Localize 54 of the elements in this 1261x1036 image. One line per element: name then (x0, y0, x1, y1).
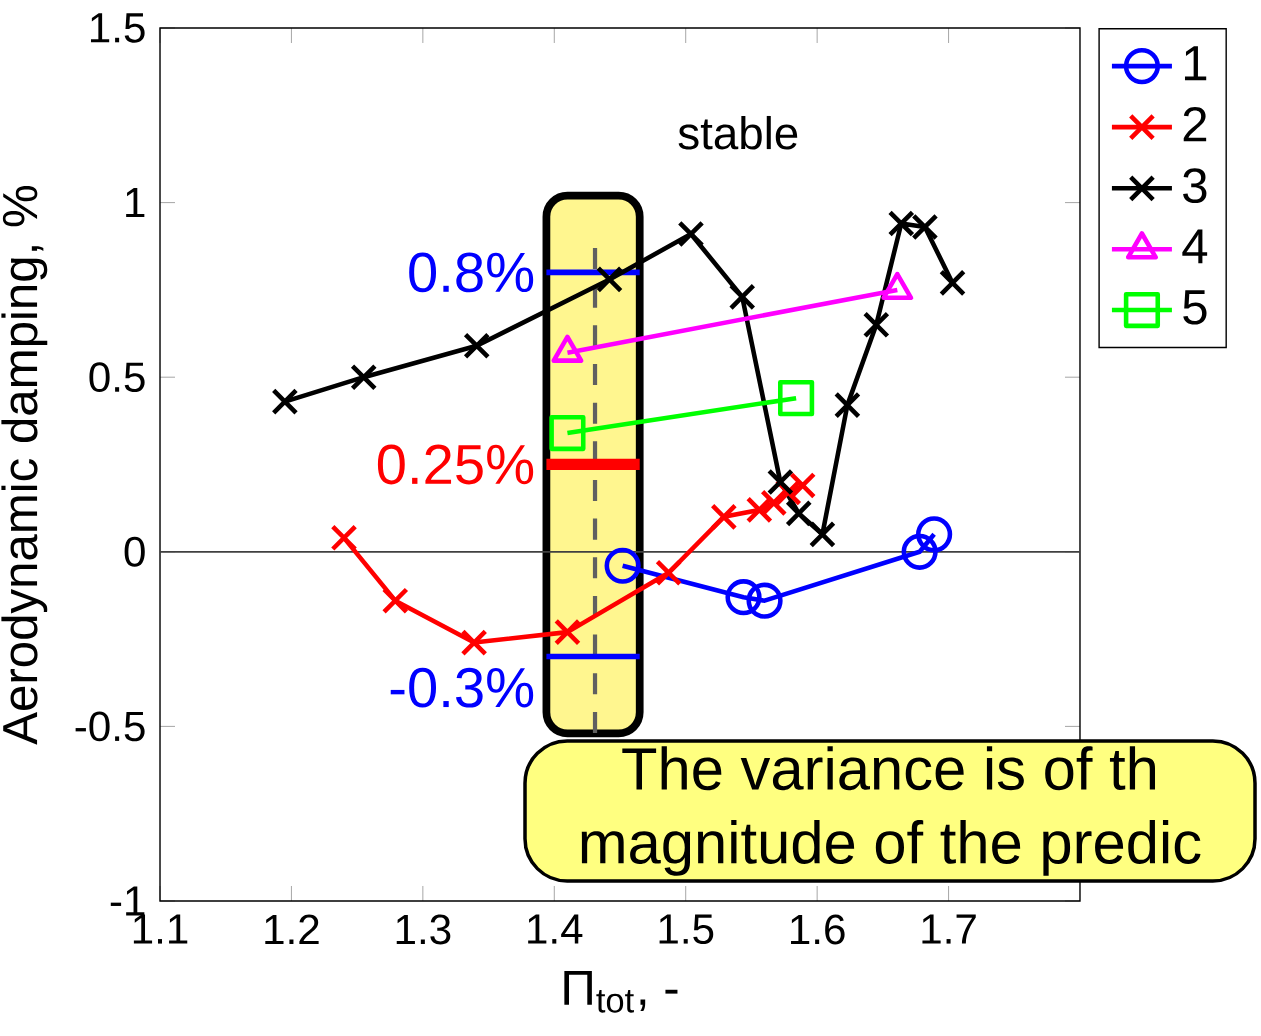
x-tick-label: 1.4 (528, 914, 583, 944)
point (604, 547, 641, 584)
legend-label: 3 (1183, 168, 1207, 204)
y-tick-label: 0 (124, 536, 145, 567)
point (808, 520, 836, 548)
legend-label: 2 (1183, 106, 1207, 142)
annotation: The variance is of th (622, 746, 1156, 791)
annotation: magnitude of the predic (581, 820, 1201, 876)
point (745, 496, 773, 524)
ref-line-label: 0.8% (409, 252, 534, 293)
point (677, 220, 705, 248)
point (350, 363, 378, 391)
point (710, 503, 738, 531)
ref-line-label: -0.3% (390, 667, 534, 708)
point (553, 618, 581, 646)
point (766, 468, 794, 496)
legend-label: 1 (1184, 46, 1207, 81)
point (760, 489, 788, 517)
x-axis-title: Π$_{tot}$, - (564, 970, 678, 1013)
y-tick-label: 1.5 (90, 13, 145, 43)
point (460, 629, 488, 657)
x-tick-label: 1.7 (922, 914, 976, 944)
point (901, 533, 938, 570)
point (725, 579, 762, 616)
ref-line-label: 0.25% (377, 444, 534, 485)
point (789, 471, 817, 499)
point (746, 582, 783, 619)
point (381, 587, 409, 615)
point (833, 391, 861, 419)
point (330, 524, 358, 552)
y-axis-title: Aerodynamic damping, % (1, 186, 48, 745)
annotation: stable (678, 115, 798, 150)
point (549, 414, 586, 452)
x-tick-label: 1.6 (791, 914, 845, 945)
point (596, 265, 623, 293)
y-tick-label: -1 (110, 886, 145, 916)
legend-label: 5 (1183, 290, 1207, 325)
x-tick-label: 1.5 (659, 914, 714, 944)
point (728, 283, 756, 311)
point (655, 559, 683, 587)
point (862, 311, 890, 339)
point (785, 499, 813, 527)
point (271, 388, 299, 416)
x-tick-label: 1.2 (265, 914, 319, 945)
y-tick-label: 1 (126, 188, 145, 218)
point (463, 332, 491, 360)
y-tick-label: 0.5 (89, 362, 145, 393)
x-tick-label: 1.3 (396, 914, 451, 945)
point (939, 269, 966, 297)
point (916, 516, 953, 553)
point (778, 380, 815, 417)
x-tick-label: 1.1 (133, 914, 188, 944)
y-tick-label: -0.5 (75, 711, 145, 742)
legend-label: 4 (1182, 229, 1208, 264)
